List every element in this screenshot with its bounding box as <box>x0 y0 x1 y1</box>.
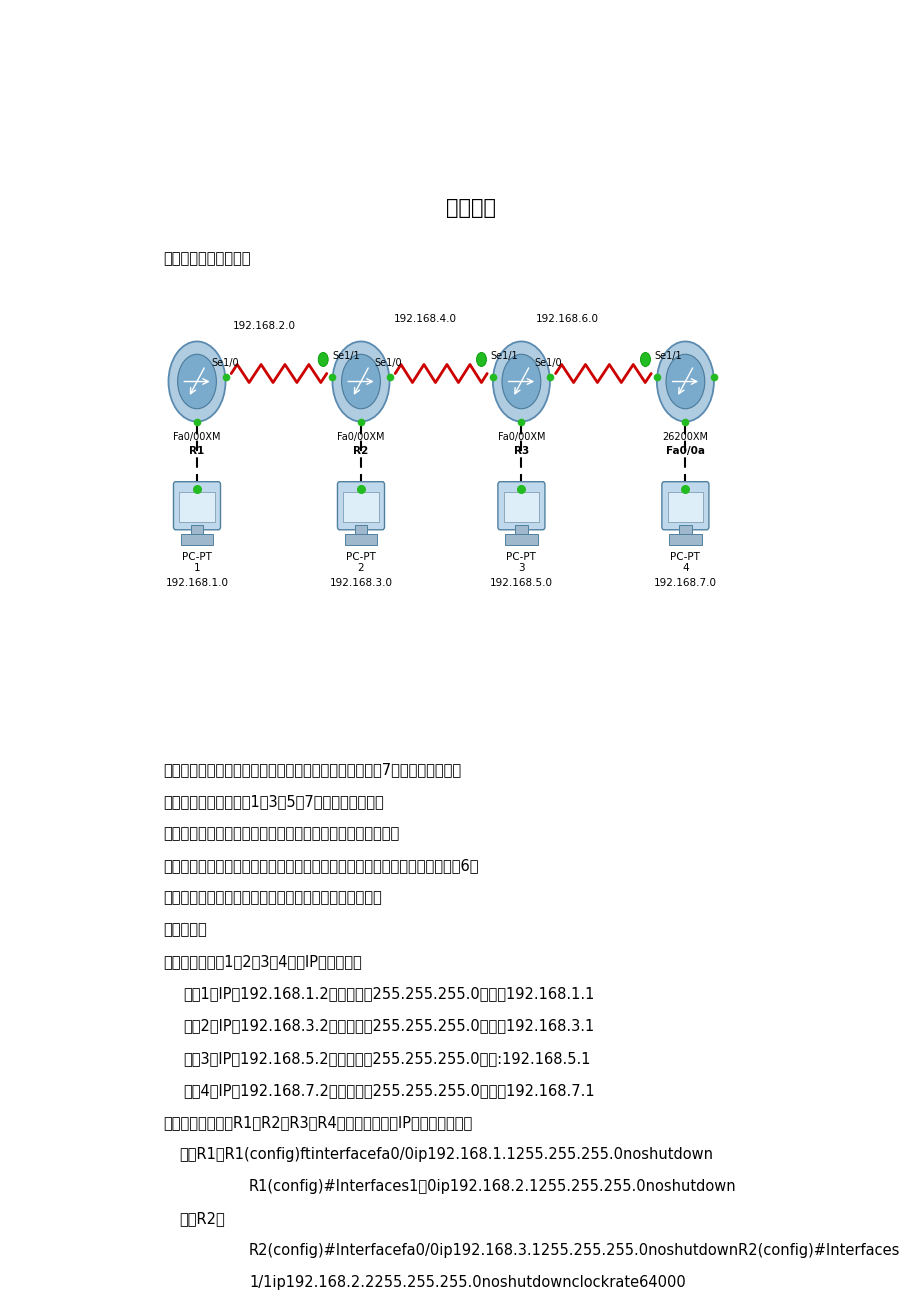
Text: 实验拓扑如下图所示：: 实验拓扑如下图所示： <box>164 251 251 265</box>
Text: R2: R2 <box>353 446 369 455</box>
Text: Se1/1: Se1/1 <box>654 351 682 362</box>
FancyBboxPatch shape <box>343 492 379 522</box>
Text: 方案一：只使用静态路由进行配置，但需要进行地址聚合: 方案一：只使用静态路由进行配置，但需要进行地址聚合 <box>164 890 381 905</box>
Text: Fa0/00XM: Fa0/00XM <box>173 432 221 441</box>
FancyBboxPatch shape <box>180 533 213 545</box>
FancyBboxPatch shape <box>661 481 709 530</box>
Circle shape <box>341 354 380 409</box>
Text: 192.168.4.0: 192.168.4.0 <box>393 315 456 324</box>
FancyBboxPatch shape <box>515 524 528 537</box>
Text: 主机3、IP：192.168.5.2子网掩码：255.255.255.0网关:192.168.5.1: 主机3、IP：192.168.5.2子网掩码：255.255.255.0网关:1… <box>183 1051 590 1066</box>
FancyBboxPatch shape <box>503 492 539 522</box>
Text: 试验环境：如上图所示，四台主机和四个路由器，分别在7个不相同的网段内: 试验环境：如上图所示，四台主机和四个路由器，分别在7个不相同的网段内 <box>164 762 461 777</box>
Text: PC-PT
3: PC-PT 3 <box>506 552 536 574</box>
FancyBboxPatch shape <box>354 524 367 537</box>
Text: 192.168.6.0: 192.168.6.0 <box>536 315 598 324</box>
Text: 192.168.2.0: 192.168.2.0 <box>233 321 296 332</box>
Text: 路由R1、R1(config)ftinterfacefa0/0ip192.168.1.1255.255.255.0noshutdown: 路由R1、R1(config)ftinterfacefa0/0ip192.168… <box>179 1147 712 1162</box>
FancyBboxPatch shape <box>190 524 203 537</box>
Text: 步骤二、给路由器R1、R2、R3、R4的各个接口配置IP地址并打开接口: 步骤二、给路由器R1、R2、R3、R4的各个接口配置IP地址并打开接口 <box>164 1115 472 1129</box>
FancyBboxPatch shape <box>505 533 538 545</box>
Text: 26200XM: 26200XM <box>662 432 708 441</box>
FancyBboxPatch shape <box>497 481 544 530</box>
Text: 主机2、IP：192.168.3.2子网掩码：255.255.255.0网关：192.168.3.1: 主机2、IP：192.168.3.2子网掩码：255.255.255.0网关：1… <box>183 1019 594 1033</box>
Text: Fa0/00XM: Fa0/00XM <box>497 432 545 441</box>
Text: 步骤一、给主机1、2、3、4配置IP地址及网关: 步骤一、给主机1、2、3、4配置IP地址及网关 <box>164 955 362 969</box>
Text: Fa0/0a: Fa0/0a <box>665 446 704 455</box>
Text: 1/1ip192.168.2.2255.255.255.0noshutdownclockrate64000: 1/1ip192.168.2.2255.255.255.0noshutdownc… <box>249 1275 685 1291</box>
Circle shape <box>665 354 704 409</box>
FancyBboxPatch shape <box>668 533 701 545</box>
FancyBboxPatch shape <box>174 481 221 530</box>
Text: R1: R1 <box>189 446 204 455</box>
Text: 试验要求：不允许使用动态路由，且使用的路由条目越少越好: 试验要求：不允许使用动态路由，且使用的路由条目越少越好 <box>164 826 399 842</box>
Circle shape <box>476 353 486 367</box>
Text: 192.168.7.0: 192.168.7.0 <box>653 578 716 588</box>
Text: R3: R3 <box>513 446 528 455</box>
Circle shape <box>502 354 540 409</box>
Text: Se1/1: Se1/1 <box>332 351 359 362</box>
Circle shape <box>168 341 225 422</box>
Circle shape <box>656 341 713 422</box>
Text: 试验分析：从上面的拓扑和要求可以分析出两种不同的方案，最少路由条目为6条: 试验分析：从上面的拓扑和要求可以分析出两种不同的方案，最少路由条目为6条 <box>164 859 479 873</box>
Text: 192.168.5.0: 192.168.5.0 <box>490 578 552 588</box>
FancyBboxPatch shape <box>667 492 702 522</box>
Text: 主机4、IP：192.168.7.2子网掩码：255.255.255.0网关：192.168.7.1: 主机4、IP：192.168.7.2子网掩码：255.255.255.0网关：1… <box>183 1082 595 1098</box>
Text: R1(config)#Interfaces1／0ip192.168.2.1255.255.255.0noshutdown: R1(config)#Interfaces1／0ip192.168.2.1255… <box>249 1179 736 1194</box>
Text: 192.168.3.0: 192.168.3.0 <box>329 578 392 588</box>
Text: 详细配置：: 详细配置： <box>164 922 207 938</box>
Text: 192.168.1.0: 192.168.1.0 <box>165 578 228 588</box>
Text: 主机1、IP：192.168.1.2子网掩码：255.255.255.0网关：192.168.1.1: 主机1、IP：192.168.1.2子网掩码：255.255.255.0网关：1… <box>183 986 595 1002</box>
FancyBboxPatch shape <box>337 481 384 530</box>
Text: PC-PT
4: PC-PT 4 <box>670 552 699 574</box>
Text: 试验目标：是实现主机1、3、5和7之间的相互通信！: 试验目标：是实现主机1、3、5和7之间的相互通信！ <box>164 794 384 809</box>
Text: 静态路由: 静态路由 <box>446 198 496 219</box>
Text: Se1/1: Se1/1 <box>490 351 517 362</box>
Circle shape <box>177 354 216 409</box>
FancyBboxPatch shape <box>345 533 377 545</box>
Circle shape <box>493 341 550 422</box>
FancyBboxPatch shape <box>179 492 215 522</box>
FancyBboxPatch shape <box>678 524 691 537</box>
Text: Se1/0: Se1/0 <box>374 359 402 368</box>
Circle shape <box>318 353 328 367</box>
Text: Fa0/00XM: Fa0/00XM <box>337 432 384 441</box>
Circle shape <box>332 341 389 422</box>
Text: PC-PT
1: PC-PT 1 <box>182 552 211 574</box>
Text: Se1/0: Se1/0 <box>534 359 562 368</box>
Circle shape <box>640 353 650 367</box>
Text: 路由R2、: 路由R2、 <box>179 1211 224 1226</box>
Text: PC-PT
2: PC-PT 2 <box>346 552 376 574</box>
Text: Se1/0: Se1/0 <box>211 359 239 368</box>
Text: R2(config)#Interfacefa0/0ip192.168.3.1255.255.255.0noshutdownR2(config)#Interfac: R2(config)#Interfacefa0/0ip192.168.3.125… <box>249 1242 900 1258</box>
